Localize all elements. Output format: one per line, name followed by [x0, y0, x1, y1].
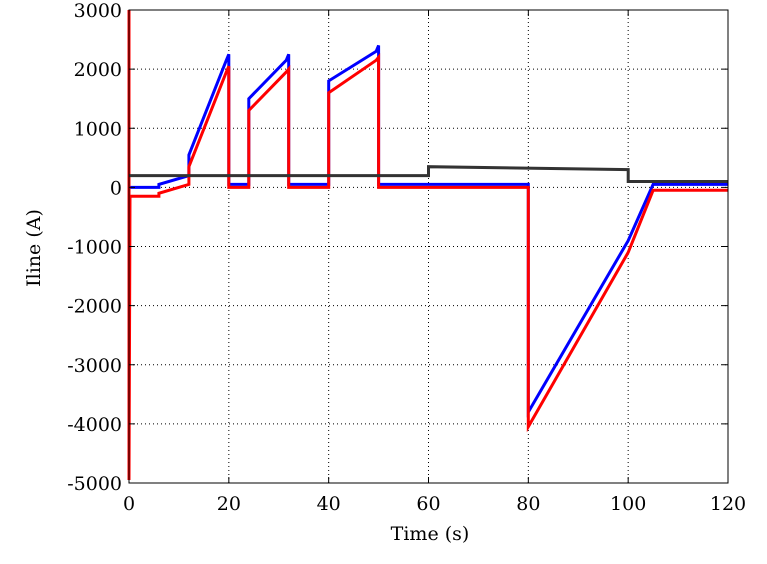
- series-layer: [127, 10, 728, 481]
- y-tick-label: 3000: [74, 0, 122, 22]
- x-tick-labels: 0 20 40 60 80 100 120: [123, 493, 746, 515]
- y-axis-title: Iline (A): [23, 209, 45, 287]
- y-tick-label: 1000: [74, 118, 122, 140]
- y-tick-label: -4000: [67, 414, 122, 436]
- y-tick-label: -3000: [67, 355, 122, 377]
- x-tick-label: 60: [416, 493, 440, 515]
- x-tick-label: 20: [217, 493, 241, 515]
- series-line-2: [127, 10, 728, 481]
- x-tick-label: 40: [317, 493, 341, 515]
- y-tick-label: -1000: [67, 237, 122, 259]
- y-tick-label: 2000: [74, 59, 122, 81]
- y-tick-labels: -5000 -4000 -3000 -2000 -1000 0 1000 2000 3000: [67, 0, 122, 495]
- series-line-1: [127, 44, 728, 418]
- x-tick-label: 0: [123, 493, 135, 515]
- tick-layer: [128, 9, 729, 484]
- x-tick-label: 80: [516, 493, 540, 515]
- x-axis-title: Time (s): [391, 523, 470, 545]
- y-tick-label: 0: [110, 177, 122, 199]
- series-line-3: [129, 165, 728, 183]
- y-tick-label: -5000: [67, 473, 122, 495]
- y-tick-label: -2000: [67, 296, 122, 318]
- x-tick-label: 120: [710, 493, 746, 515]
- x-tick-label: 100: [610, 493, 646, 515]
